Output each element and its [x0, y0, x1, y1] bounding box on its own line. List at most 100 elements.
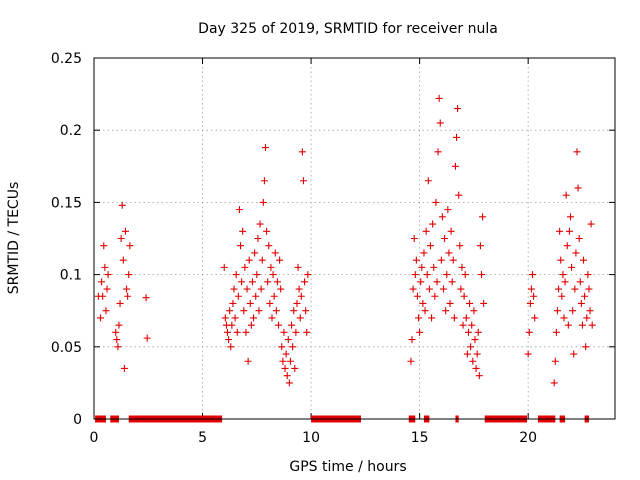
- data-point: [559, 271, 567, 279]
- data-point: [431, 292, 439, 300]
- data-point: [409, 285, 417, 293]
- data-point: [232, 271, 240, 279]
- data-point: [578, 321, 586, 329]
- data-point: [285, 379, 293, 387]
- data-point: [294, 263, 302, 271]
- data-point: [277, 285, 285, 293]
- data-point: [103, 285, 111, 293]
- data-point: [228, 321, 236, 329]
- data-point: [584, 271, 592, 279]
- data-point: [426, 242, 434, 250]
- data-point: [272, 307, 280, 315]
- data-point: [288, 321, 296, 329]
- plot-frame: [93, 57, 616, 420]
- data-point: [425, 285, 433, 293]
- data-point: [472, 364, 480, 372]
- data-point: [475, 372, 483, 380]
- data-point: [444, 206, 452, 214]
- data-point: [530, 292, 538, 300]
- data-point: [417, 278, 425, 286]
- data-point: [531, 314, 539, 322]
- data-point: [526, 299, 534, 307]
- data-point: [438, 213, 446, 221]
- data-point: [117, 235, 125, 242]
- data-point: [557, 256, 565, 264]
- data-point: [454, 105, 462, 113]
- data-point: [293, 299, 301, 307]
- data-point: [416, 328, 424, 336]
- data-point: [470, 307, 478, 315]
- data-point: [268, 314, 276, 322]
- data-point: [263, 227, 271, 235]
- data-point: [231, 314, 239, 322]
- data-point: [466, 299, 474, 307]
- data-point: [251, 249, 259, 257]
- data-point: [563, 242, 571, 250]
- data-point: [237, 242, 245, 250]
- data-point: [265, 242, 273, 250]
- data-point: [245, 256, 253, 264]
- data-point: [259, 198, 267, 206]
- data-point: [118, 201, 126, 209]
- data-point: [463, 350, 471, 358]
- data-point: [479, 213, 487, 221]
- data-point: [467, 343, 475, 351]
- data-point: [257, 285, 265, 293]
- data-point: [98, 278, 106, 286]
- data-point: [437, 256, 445, 264]
- chart-title: Day 325 of 2019, SRMTID for receiver nul…: [198, 21, 498, 37]
- data-point: [233, 328, 241, 336]
- data-point: [581, 292, 589, 300]
- data-point: [571, 285, 579, 293]
- y-tick-label: 0.05: [51, 340, 82, 356]
- data-point: [295, 285, 303, 293]
- data-point: [421, 307, 429, 315]
- data-point: [588, 321, 596, 329]
- data-point: [269, 271, 277, 279]
- data-point: [126, 242, 134, 250]
- data-point: [550, 379, 558, 387]
- data-point: [220, 263, 228, 271]
- data-point: [282, 350, 290, 358]
- data-point: [256, 220, 264, 228]
- data-point: [433, 278, 441, 286]
- data-point: [458, 263, 466, 271]
- data-point: [120, 364, 128, 372]
- data-point: [583, 314, 591, 322]
- data-point: [469, 357, 477, 365]
- data-point: [270, 292, 278, 300]
- data-point: [429, 220, 437, 228]
- data-point: [422, 227, 430, 235]
- data-point: [585, 285, 593, 293]
- data-point: [297, 292, 305, 300]
- ticks-layer: 0 5 10 15 20 0 0.05 0.1 0.15 0.2 0.25: [51, 51, 615, 446]
- y-tick-label: 0.15: [51, 195, 82, 211]
- data-point: [299, 177, 307, 185]
- data-point: [460, 292, 468, 300]
- x-tick-label: 20: [519, 430, 537, 446]
- data-point: [413, 292, 421, 300]
- data-point: [464, 328, 472, 336]
- data-point: [247, 321, 255, 329]
- data-point: [525, 328, 533, 336]
- data-point: [123, 285, 131, 293]
- data-point: [225, 336, 233, 344]
- data-point: [246, 299, 254, 307]
- data-point: [253, 271, 261, 279]
- data-point: [447, 227, 455, 235]
- data-point: [226, 307, 234, 315]
- data-point: [221, 314, 229, 322]
- data-point: [248, 278, 256, 286]
- data-point: [258, 256, 266, 264]
- data-point: [264, 278, 272, 286]
- data-point: [302, 307, 310, 315]
- data-point: [260, 177, 268, 185]
- data-points-layer: [94, 94, 596, 423]
- data-point: [102, 307, 110, 315]
- data-point: [565, 227, 573, 235]
- data-point: [279, 357, 287, 365]
- data-point: [582, 343, 590, 351]
- y-tick-label: 0.2: [60, 123, 82, 139]
- data-point: [266, 299, 274, 307]
